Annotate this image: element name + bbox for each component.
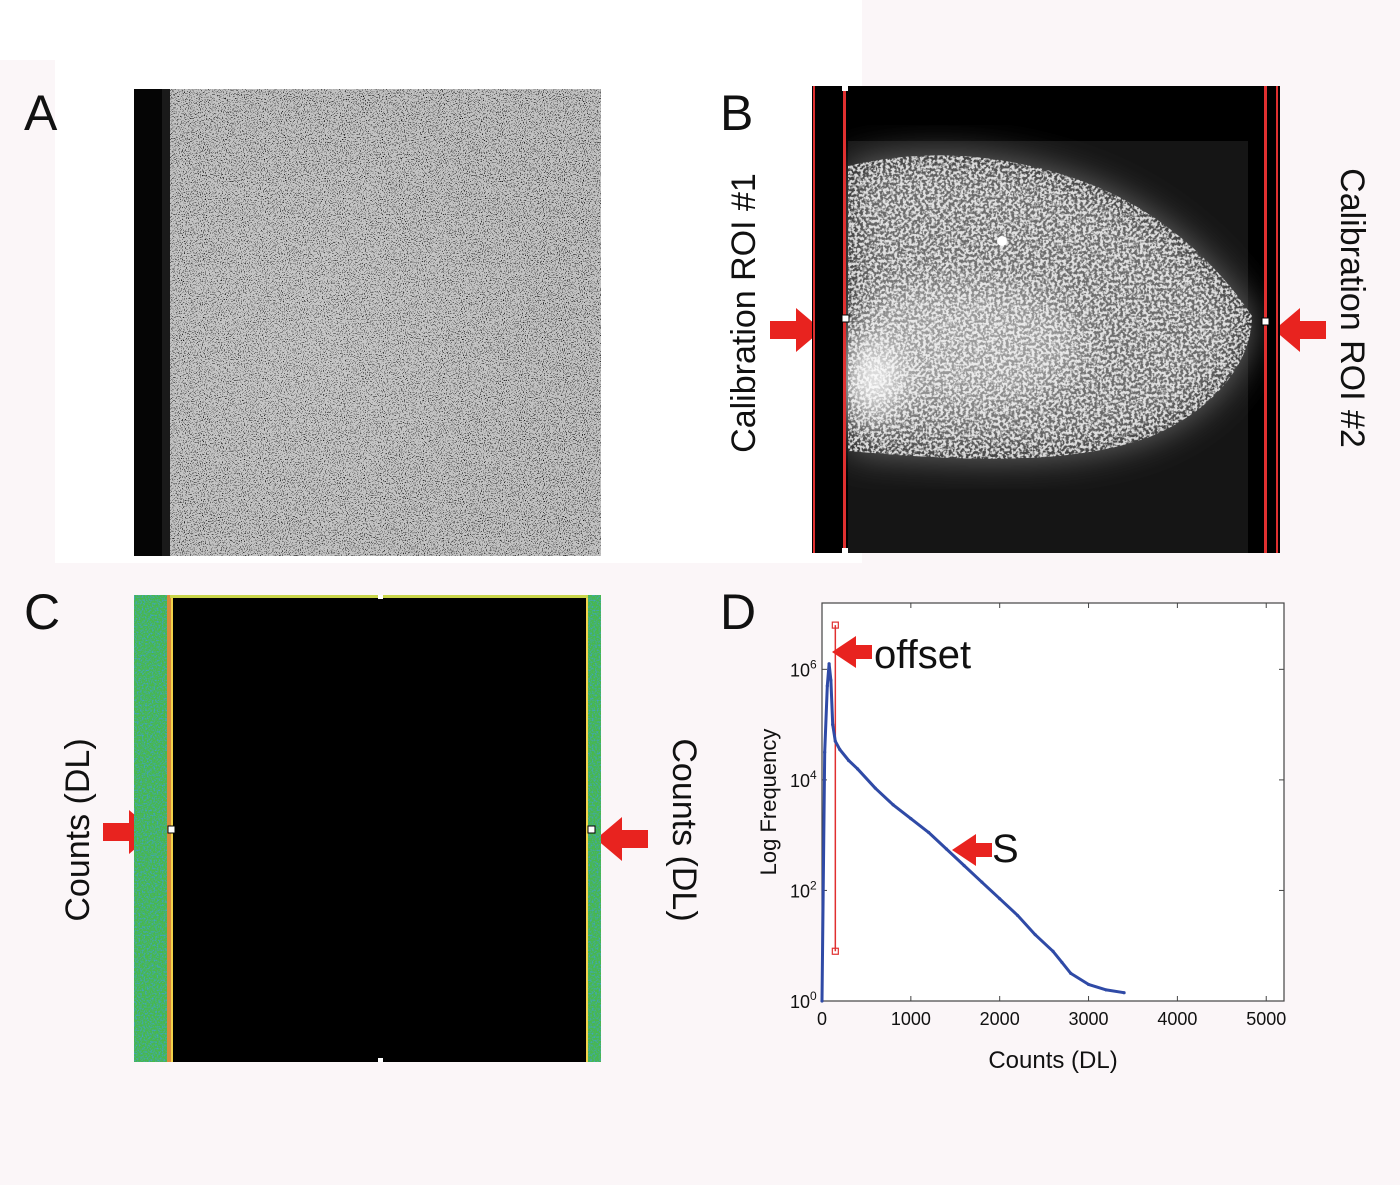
x-tick-label: 1000 — [891, 1009, 931, 1029]
histogram-point — [838, 747, 842, 752]
offset-annotation: offset — [874, 633, 971, 677]
y-tick-exponent: 6 — [810, 657, 817, 671]
figure-background-top — [0, 0, 862, 60]
histogram-point — [833, 739, 837, 743]
histogram-point — [944, 847, 948, 851]
histogram-point — [927, 830, 931, 835]
histogram-point — [1033, 933, 1037, 937]
offset-marker-handle — [831, 621, 839, 629]
histogram-point — [847, 758, 851, 763]
x-axis-ticks: 0 1000 2000 3000 4000 5000 — [817, 603, 1286, 1029]
y-tick-base: 10 — [790, 660, 810, 680]
arrow-left-icon — [1274, 308, 1326, 352]
counts-left-label: Counts (DL) — [59, 738, 97, 922]
y-tick-label: 104 — [790, 768, 817, 791]
histogram-point — [873, 786, 877, 790]
panel-b-cell-image — [812, 86, 1280, 553]
histogram-point — [909, 816, 913, 821]
panel-a-noise-image — [134, 89, 601, 556]
offset-marker-handle — [831, 947, 839, 955]
y-tick-exponent: 2 — [810, 878, 817, 892]
histogram-point — [1104, 988, 1108, 992]
histogram-point — [1015, 913, 1020, 917]
panel-label-b: B — [720, 85, 754, 141]
y-tick-label: 106 — [790, 657, 817, 680]
histogram-point — [1051, 949, 1055, 953]
histogram-point — [831, 723, 835, 727]
arrow-right-icon — [770, 308, 822, 352]
histogram-point — [823, 750, 827, 754]
histogram-point — [998, 897, 1002, 901]
y-tick-base: 10 — [790, 881, 810, 901]
y-tick-base: 10 — [790, 992, 810, 1012]
cell-image-svg — [812, 86, 1280, 553]
histogram-point — [1060, 960, 1064, 964]
plot-frame — [821, 602, 1285, 1002]
y-tick-exponent: 0 — [810, 989, 817, 1003]
x-tick-label: 2000 — [980, 1009, 1020, 1029]
panel-label-c: C — [24, 584, 61, 640]
y-tick-label: 100 — [790, 989, 817, 1012]
histogram-point — [855, 767, 860, 771]
y-tick-label: 102 — [790, 878, 817, 901]
counts-right-label: Counts (DL) — [665, 738, 703, 922]
offset-arrow-icon — [832, 636, 872, 668]
y-tick-base: 10 — [790, 771, 810, 791]
histogram-point — [1069, 971, 1073, 975]
panel-label-a: A — [24, 85, 58, 141]
calibration-roi-2-label: Calibration ROI #2 — [1333, 168, 1371, 448]
x-tick-label: 5000 — [1246, 1009, 1286, 1029]
x-axis-label: Counts (DL) — [988, 1047, 1117, 1074]
x-tick-label: 3000 — [1069, 1009, 1109, 1029]
histogram-point — [1122, 991, 1126, 995]
noise-image-svg — [134, 89, 601, 556]
histogram-point — [827, 662, 831, 666]
histogram-point — [980, 880, 984, 884]
histogram-point — [825, 684, 829, 688]
s-annotation: S — [992, 827, 1019, 871]
histogram-point — [891, 803, 895, 807]
histogram-point — [820, 999, 824, 1003]
histogram-point — [1086, 982, 1091, 987]
s-arrow-icon — [952, 834, 992, 866]
calibration-roi-1-label: Calibration ROI #1 — [725, 173, 763, 453]
x-tick-label: 4000 — [1157, 1009, 1197, 1029]
y-tick-exponent: 4 — [810, 768, 817, 782]
histogram-point — [829, 678, 833, 682]
panel-c-heatmap-image — [134, 595, 601, 1062]
histogram-line — [820, 662, 1125, 1002]
y-axis-label: Log Frequency — [756, 729, 781, 876]
heatmap-image-svg — [134, 595, 601, 1062]
arrow-left-icon — [596, 817, 648, 861]
x-tick-label: 0 — [817, 1009, 827, 1029]
histogram-point — [962, 863, 966, 868]
panel-label-d: D — [720, 584, 757, 640]
